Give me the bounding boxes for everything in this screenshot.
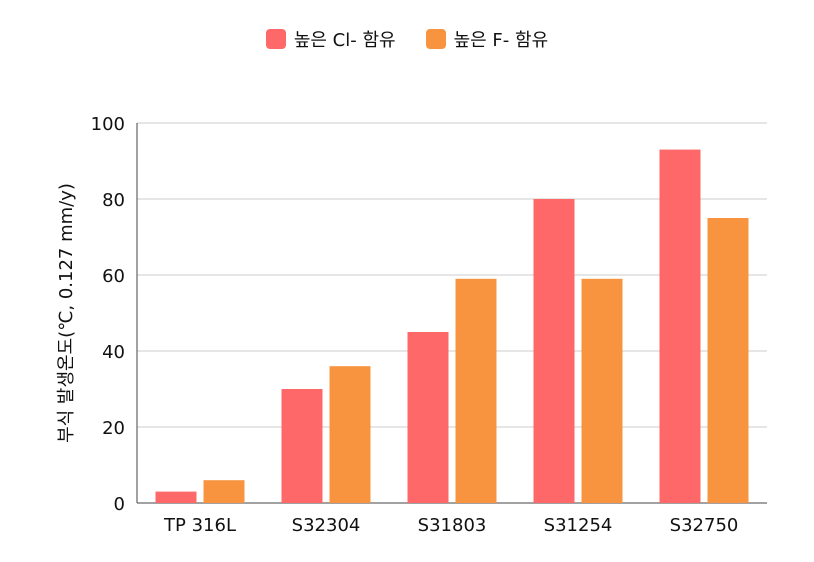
bar-cl (533, 199, 575, 503)
legend-label-cl: 높은 Cl- 함유 (293, 30, 396, 51)
x-tick-label: S32750 (670, 515, 739, 536)
y-tick-label: 40 (102, 342, 125, 363)
bar-f (203, 480, 245, 503)
y-tick-label: 100 (91, 114, 125, 135)
bar-f (329, 366, 371, 503)
bar-cl (659, 149, 701, 503)
x-tick-label: S31254 (544, 515, 613, 536)
legend-item-cl: 높은 Cl- 함유 (265, 26, 396, 52)
chart-legend: 높은 Cl- 함유 높은 F- 함유 (0, 26, 814, 52)
x-tick-label: TP 316L (163, 515, 236, 536)
x-tick-label: S31803 (418, 515, 487, 536)
bar-cl (155, 491, 197, 503)
y-tick-label: 80 (102, 190, 125, 211)
bar-cl (281, 389, 323, 503)
y-tick-label: 0 (114, 494, 125, 515)
bar-f (707, 218, 749, 503)
y-tick-label: 20 (102, 418, 125, 439)
bar-f (581, 278, 623, 503)
legend-swatch-cl (265, 29, 286, 49)
x-tick-label: S32304 (292, 515, 361, 536)
legend-item-f: 높은 F- 함유 (425, 26, 549, 52)
legend-label-f: 높은 F- 함유 (453, 30, 549, 51)
legend-swatch-f (425, 29, 446, 49)
y-axis-title: 부식 발생온도(℃, 0.127 mm/y) (56, 183, 77, 443)
y-tick-label: 60 (102, 266, 125, 287)
bar-cl (407, 332, 449, 503)
bar-f (455, 278, 497, 503)
